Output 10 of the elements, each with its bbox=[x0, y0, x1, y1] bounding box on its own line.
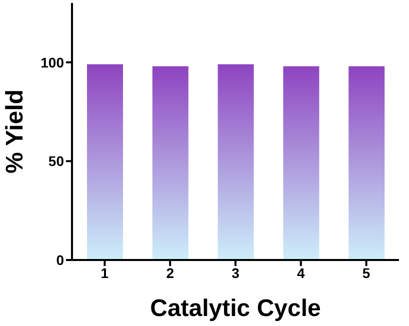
x-tick-label: 1 bbox=[100, 264, 109, 281]
x-tick-label: 2 bbox=[166, 264, 174, 281]
x-tick-label: 3 bbox=[232, 264, 240, 281]
x-axis-title: Catalytic Cycle bbox=[150, 295, 321, 322]
y-axis-title: % Yield bbox=[2, 89, 29, 174]
y-tick-label: 0 bbox=[56, 252, 64, 268]
y-tick-label: 100 bbox=[40, 54, 64, 70]
x-tick-label: 5 bbox=[362, 264, 370, 281]
y-tick-label: 50 bbox=[48, 153, 64, 170]
x-tick-label: 4 bbox=[297, 264, 305, 281]
